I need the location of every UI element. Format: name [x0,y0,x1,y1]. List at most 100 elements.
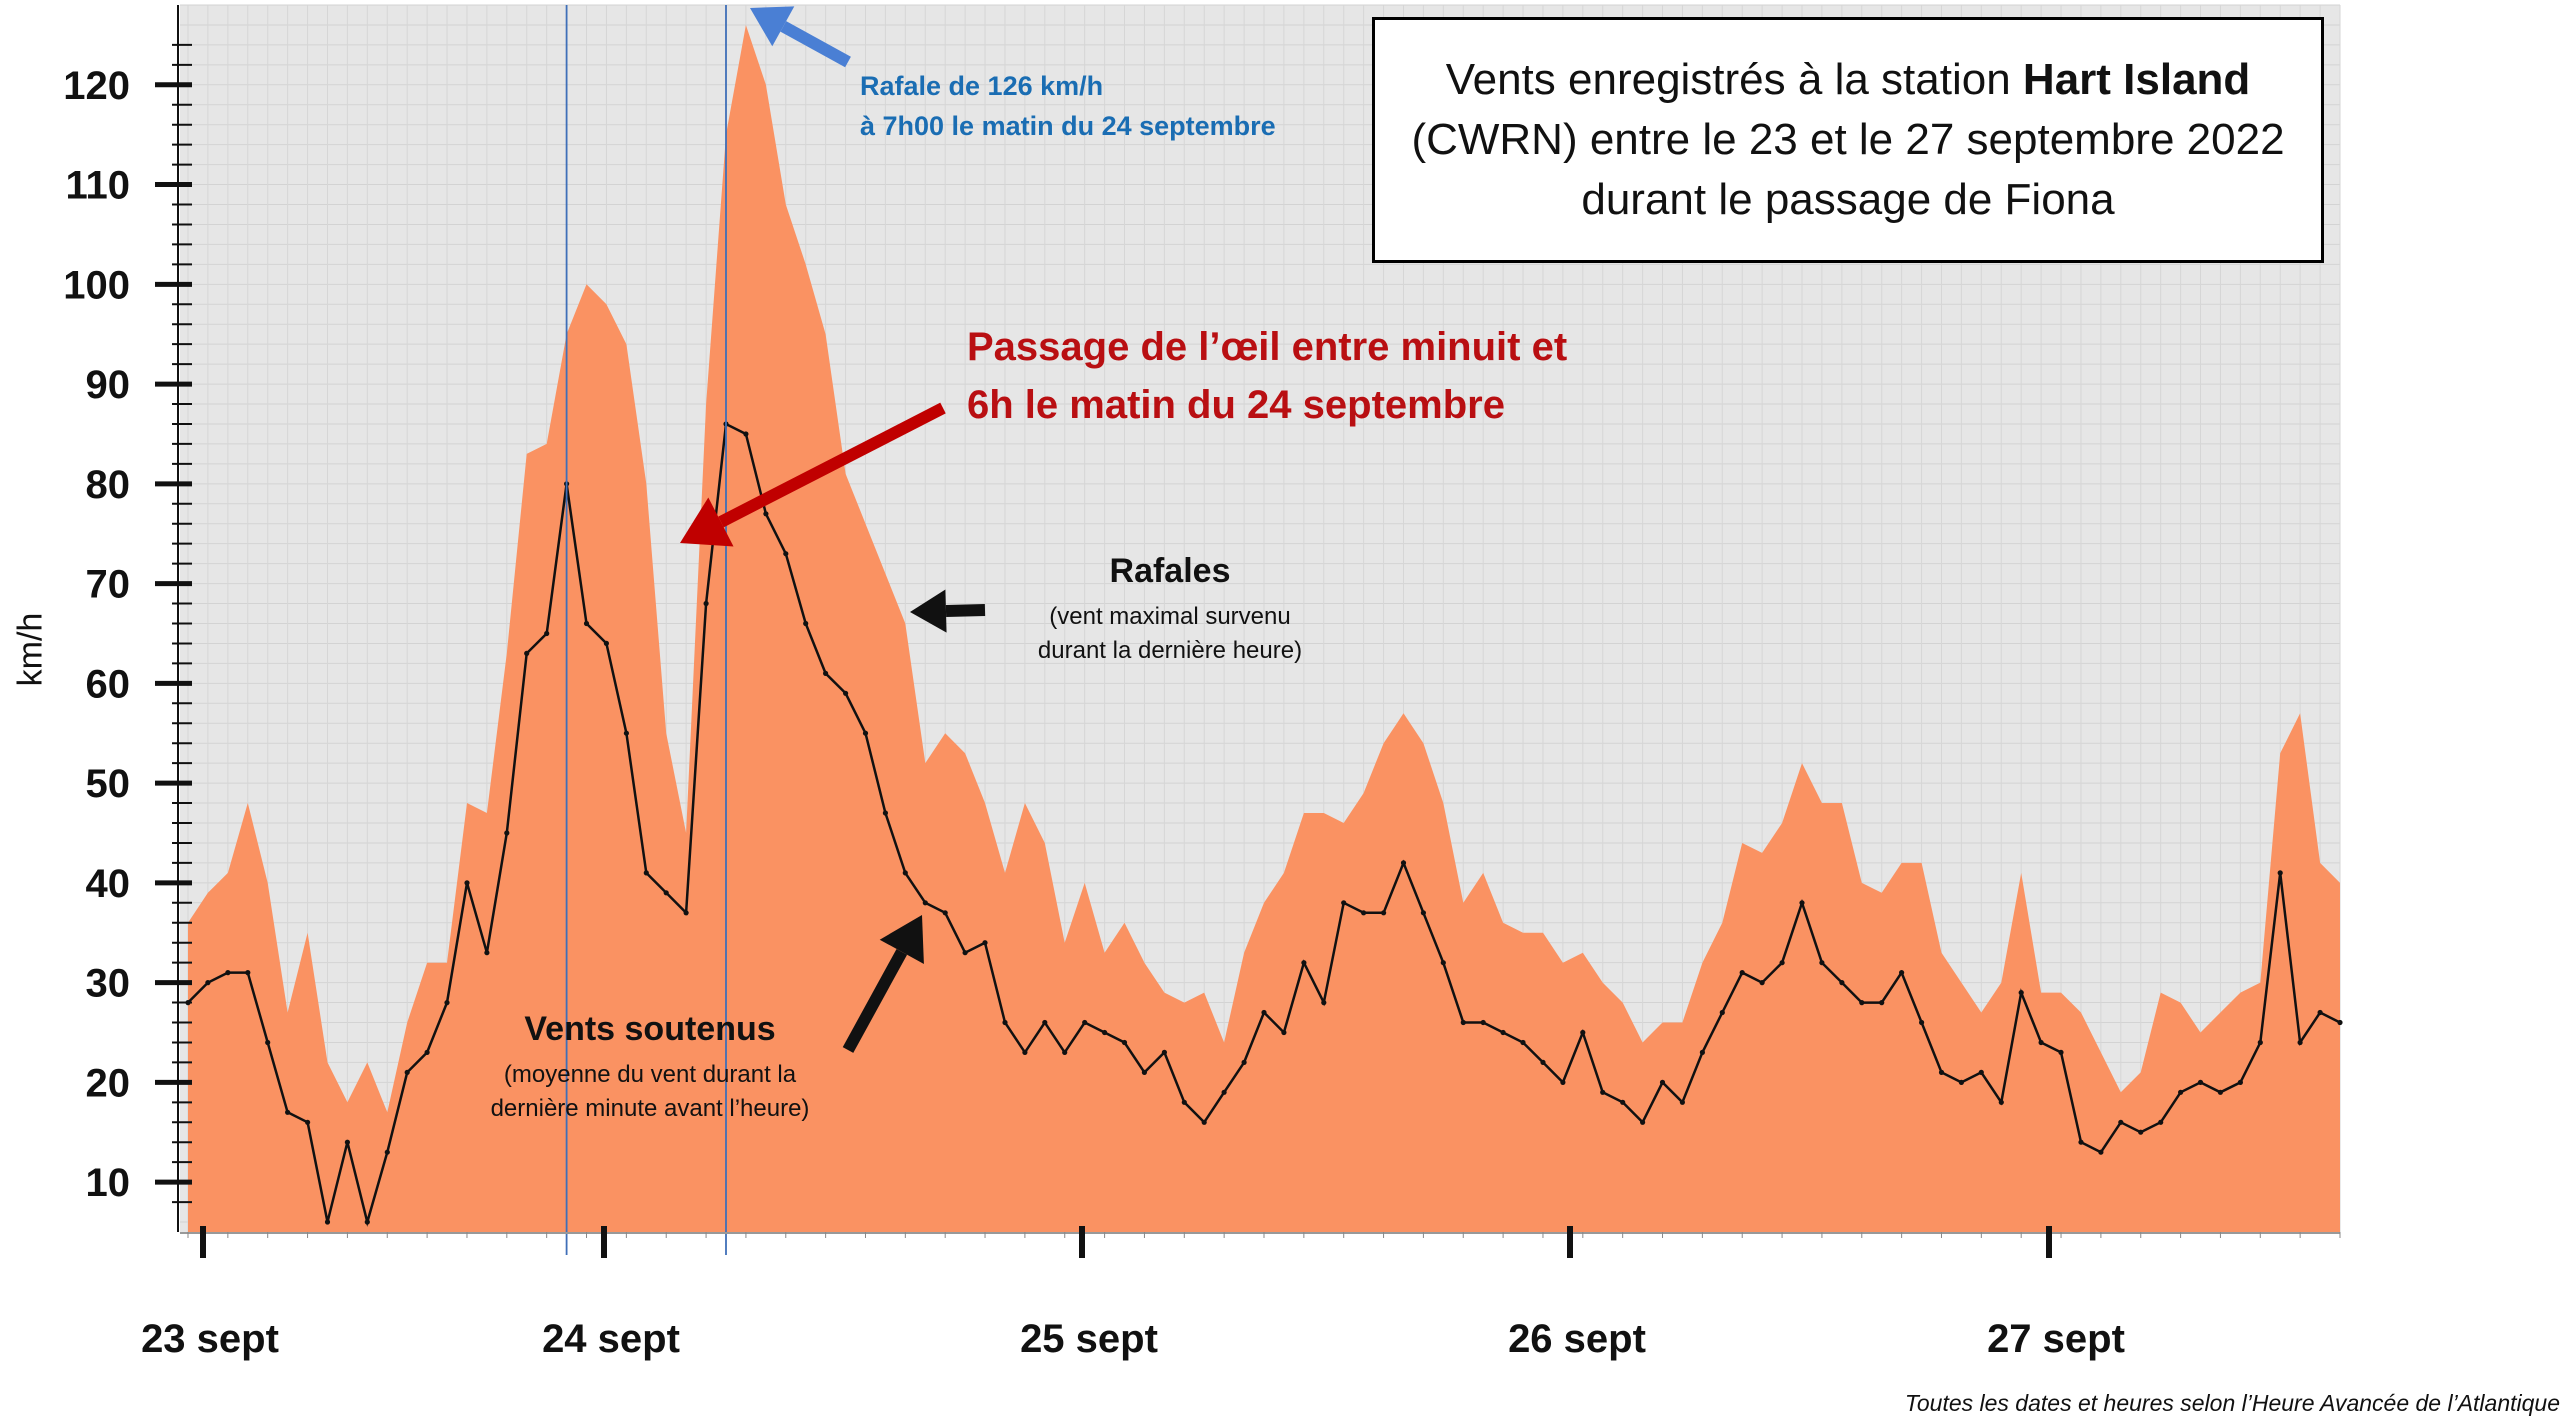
peak-gust-annotation: Rafale de 126 km/h à 7h00 le matin du 24… [860,66,1276,146]
sustained-point [1620,1099,1626,1105]
sustained-point [763,511,769,517]
sustained-point [1381,910,1387,916]
sustained-point [1500,1029,1506,1036]
eye-passage-line-1: Passage de l’œil entre minuit et [967,325,1568,369]
sustained-point [1321,1000,1327,1006]
sustained-point [2038,1039,2044,1046]
sustained-point [324,1219,331,1225]
sustained-point [862,730,869,736]
sustained-point [2237,1079,2243,1085]
sustained-point [1301,960,1307,966]
sustained-point [583,620,590,627]
sustained-point [344,1139,350,1145]
sustained-point [843,690,849,696]
sustained-point [2277,870,2283,876]
sustained-point [1799,900,1805,906]
sustained-line-layer [185,421,2343,1227]
sustained-point [2058,1049,2064,1055]
sustained-point [2217,1089,2223,1095]
y-tick-label: 90 [86,363,131,407]
title-line-2: (CWRN) entre le 23 et le 27 septembre 20… [1411,115,2285,164]
sustained-point [1839,980,1845,986]
sustained-point [1341,900,1347,906]
sustained-point [504,830,510,836]
sustained-point [2257,1039,2263,1046]
sustained-point [205,980,211,986]
sustained-point [1440,960,1446,966]
sustained-point [1938,1069,1945,1075]
y-axis-label: km/h [10,600,50,700]
sustained-point [1062,1049,1068,1055]
sustained-point [484,950,490,956]
sustained-point [1121,1039,1128,1046]
sustained-point [2178,1089,2184,1095]
sustained-point [1919,1019,1925,1026]
sustained-point [1480,1019,1486,1026]
sustained-desc-line-1: (moyenne du vent durant la [503,1061,797,1088]
sustained-point [285,1109,291,1115]
gusts-legend-title: Rafales [1109,552,1231,590]
sustained-arrow-shaft [842,948,908,1053]
sustained-point [982,940,988,946]
sustained-point [882,810,889,816]
sustained-point [544,630,550,637]
sustained-point [902,870,908,876]
sustained-point [962,950,968,956]
sustained-point [1580,1029,1586,1036]
y-tick-label: 110 [65,164,130,208]
x-day-label: 27 sept [1987,1317,2125,1361]
sustained-point [364,1219,370,1225]
sustained-point [1640,1119,1646,1125]
sustained-point [623,730,630,736]
sustained-point [603,640,610,647]
peak-gust-line-1: Rafale de 126 km/h [860,71,1104,101]
title-pre: Vents enregistrés à la station [1445,55,2023,104]
sustained-point [1361,910,1367,916]
footnote: Toutes les dates et heures selon l’Heure… [1904,1390,2560,1416]
sustained-point [1082,1019,1088,1026]
y-tick-label: 80 [86,463,131,507]
y-tick-label: 50 [86,762,131,806]
sustained-point [1400,860,1407,866]
sustained-point [1540,1059,1546,1065]
sustained-point [743,431,749,437]
peak-gust-line-2: à 7h00 le matin du 24 septembre [860,111,1276,141]
sustained-point [1958,1079,1964,1085]
x-day-label: 25 sept [1020,1317,1158,1361]
y-tick-label: 120 [63,64,130,108]
sustained-arrow-head [879,915,924,964]
sustained-point [1600,1089,1606,1095]
sustained-point [1022,1049,1028,1055]
y-tick-label: 10 [86,1161,131,1205]
sustained-point [1759,980,1765,986]
sustained-point [2297,1039,2303,1046]
sustained-point [823,670,829,677]
sustained-point [1520,1039,1526,1046]
sustained-point [384,1149,390,1155]
sustained-point [225,970,231,976]
sustained-point [2018,990,2024,996]
sustained-point [2197,1079,2204,1085]
sustained-point [1460,1019,1466,1026]
sustained-point [1201,1119,1207,1125]
sustained-point [1261,1009,1267,1016]
sustained-point [1978,1069,1984,1075]
sustained-point [1181,1099,1187,1105]
x-day-label: 26 sept [1508,1317,1646,1361]
sustained-point [783,551,789,557]
sustained-point [2138,1129,2144,1135]
sustained-point [1779,960,1785,966]
sustained-point [2337,1019,2343,1026]
title-line-1: Vents enregistrés à la station Hart Isla… [1446,50,2251,110]
sustained-point [1679,1099,1685,1105]
sustained-point [524,650,530,657]
y-tick-label: 30 [86,962,131,1006]
sustained-point [1819,960,1825,966]
sustained-point [2078,1139,2084,1145]
sustained-point [803,620,809,627]
sustained-point [922,900,928,906]
sustained-legend-title: Vents soutenus [524,1010,776,1048]
sustained-point [1879,1000,1885,1006]
eye-passage-arrow-head [680,497,734,547]
sustained-point [2317,1009,2323,1016]
